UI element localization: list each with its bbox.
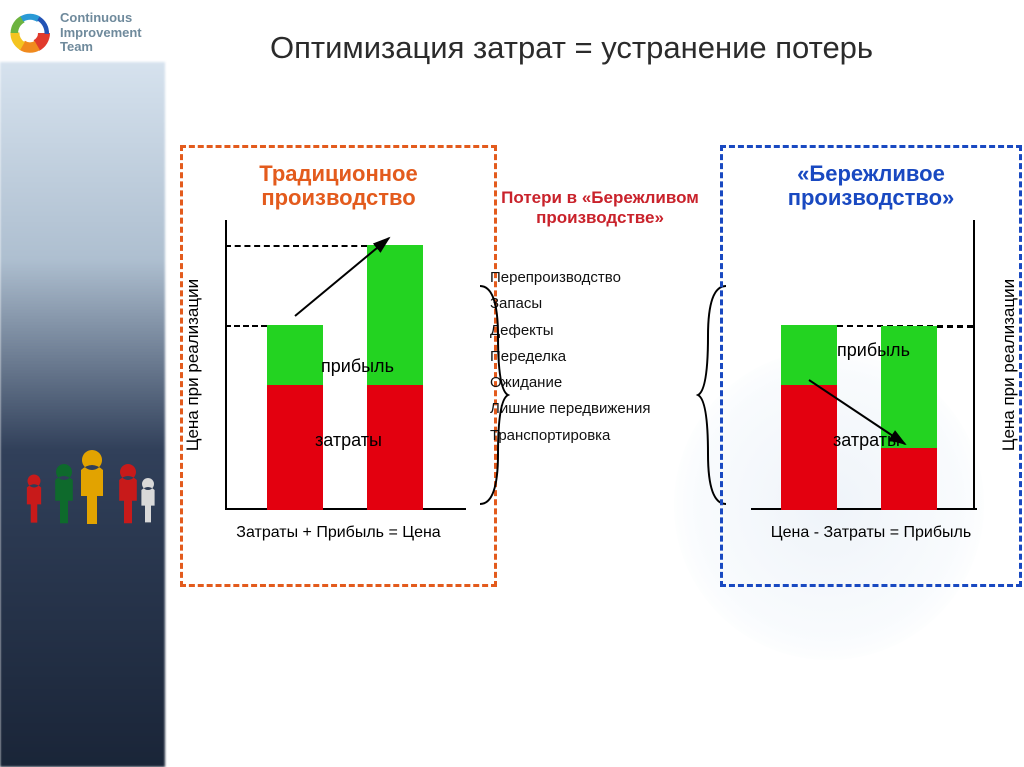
loss-item: Лишние передвижения bbox=[490, 396, 710, 422]
loss-item: Ожидание bbox=[490, 370, 710, 396]
losses-title: Потери в «Бережливом производстве» bbox=[490, 188, 710, 227]
loss-item: Перепроизводство bbox=[490, 265, 710, 291]
arrow-icon bbox=[737, 220, 1001, 510]
logo: Continuous Improvement Team bbox=[6, 4, 196, 62]
bar bbox=[267, 325, 323, 510]
formula-traditional: Затраты + Прибыль = Цена bbox=[191, 524, 486, 542]
panel-heading-traditional: Традиционное производство bbox=[191, 162, 486, 210]
loss-item: Транспортировка bbox=[490, 423, 710, 449]
seg-label-profit: прибыль bbox=[321, 356, 394, 377]
losses-column: Потери в «Бережливом производстве» Переп… bbox=[490, 188, 710, 449]
logo-line-1: Continuous bbox=[60, 11, 142, 26]
segment-profit bbox=[781, 325, 837, 385]
segment-profit bbox=[267, 325, 323, 385]
loss-item: Дефекты bbox=[490, 318, 710, 344]
page-title: Оптимизация затрат = устранение потерь bbox=[270, 30, 990, 66]
segment-cost bbox=[881, 448, 937, 510]
formula-lean: Цена - Затраты = Прибыль bbox=[731, 524, 1011, 542]
people-icons bbox=[10, 370, 165, 530]
seg-label-profit: прибыль bbox=[837, 340, 910, 361]
losses-list: ПерепроизводствоЗапасыДефектыПеределкаОж… bbox=[490, 265, 710, 449]
seg-label-cost: затраты bbox=[833, 430, 900, 451]
segment-cost bbox=[781, 385, 837, 510]
bar bbox=[781, 325, 837, 510]
loss-item: Переделка bbox=[490, 344, 710, 370]
loss-item: Запасы bbox=[490, 291, 710, 317]
panel-traditional: Традиционное производство Цена при реали… bbox=[180, 145, 497, 587]
logo-swirl-icon bbox=[6, 9, 54, 57]
panel-lean: «Бережливое производство» Цена при реали… bbox=[720, 145, 1022, 587]
panel-heading-lean: «Бережливое производство» bbox=[731, 162, 1011, 210]
bar bbox=[367, 245, 423, 510]
logo-text: Continuous Improvement Team bbox=[60, 11, 142, 56]
slide: Continuous Improvement Team Оптимизация … bbox=[0, 0, 1024, 767]
seg-label-cost: затраты bbox=[315, 430, 382, 451]
chart-lean: Цена при реализацииприбыльзатраты bbox=[737, 220, 1005, 510]
y-axis-label: Цена при реализации bbox=[999, 279, 1019, 451]
logo-line-2: Improvement bbox=[60, 26, 142, 41]
chart-traditional: Цена при реализацииприбыльзатраты bbox=[197, 220, 480, 510]
logo-line-3: Team bbox=[60, 40, 142, 55]
y-axis-label: Цена при реализации bbox=[183, 279, 203, 451]
